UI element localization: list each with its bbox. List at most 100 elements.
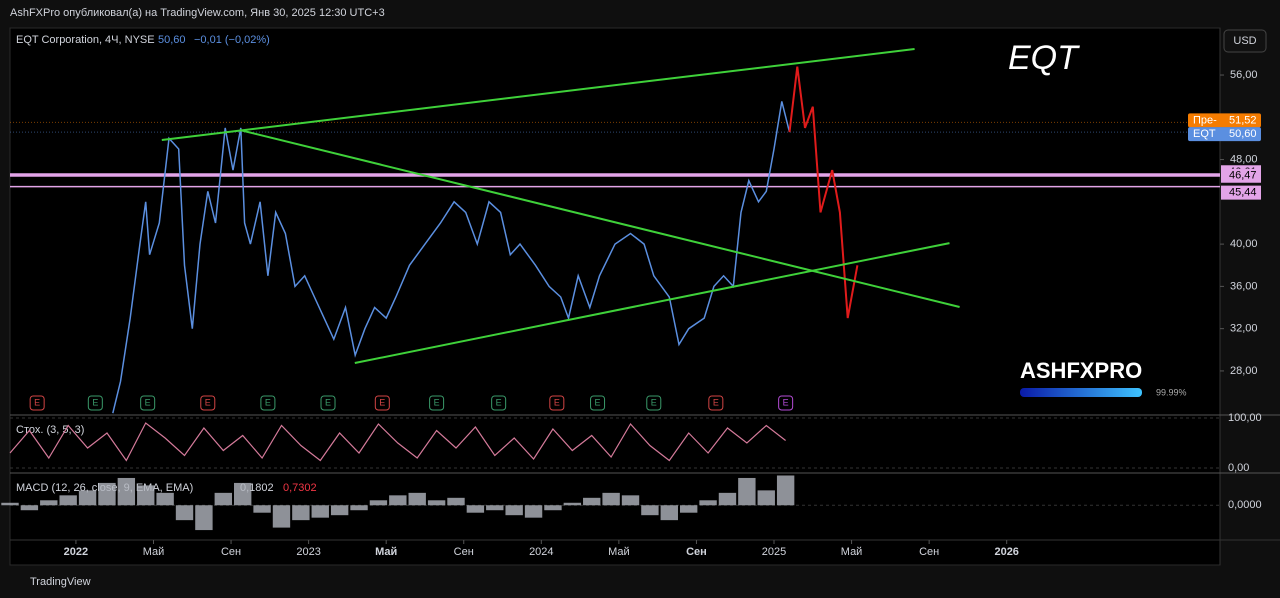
earnings-label: E [265, 397, 271, 407]
price-tag-label: 51,52 [1229, 114, 1257, 126]
last: 50,60 [158, 34, 186, 46]
earnings-label: E [783, 397, 789, 407]
series-line [239, 129, 960, 308]
macd-bar [408, 492, 426, 506]
macd-bar [369, 500, 388, 506]
x-tick-label: 2023 [296, 546, 320, 558]
footer: TradingView [30, 576, 91, 588]
y-tick-label: 36,00 [1230, 280, 1258, 292]
macd-bar [59, 495, 77, 506]
macd-bar [660, 505, 678, 521]
macd-bar [505, 505, 523, 516]
macd-bar [78, 490, 97, 506]
level-tag [1221, 168, 1261, 183]
earnings-marker [646, 395, 662, 411]
level-label: 46,47 [1229, 170, 1257, 182]
series-line [112, 101, 791, 414]
earnings-label: E [34, 397, 40, 407]
earnings-label: E [595, 397, 601, 407]
x-tick-label: Сен [221, 546, 241, 558]
price-tag-label: 50,60 [1229, 128, 1257, 140]
earnings-marker [429, 395, 445, 411]
symbol: EQT Corporation, 4Ч, NYSE [16, 34, 155, 46]
earnings-marker [260, 395, 276, 411]
macd-bar [1, 502, 19, 506]
macd-bar [233, 482, 252, 506]
watermark-pct: 99.99% [1156, 387, 1187, 397]
macd-bar [350, 505, 368, 511]
macd-bar [524, 505, 543, 518]
y-tick-label: 100,00 [1228, 412, 1262, 424]
earnings-marker [200, 395, 216, 411]
macd-bar [486, 505, 504, 511]
price-tag [1188, 127, 1261, 142]
price-tag-name: Пре- [1193, 114, 1217, 126]
x-tick-label: Май [608, 546, 630, 558]
macd-bar [776, 475, 795, 506]
change: −0,01 (−0,02%) [194, 34, 270, 46]
macd-bar [195, 505, 213, 531]
macd-bar [175, 505, 194, 521]
y-tick-label: 56,00 [1230, 69, 1258, 81]
earnings-label: E [205, 397, 211, 407]
currency-box[interactable] [1223, 29, 1267, 53]
earnings-label: E [325, 397, 331, 407]
earnings-label: E [434, 397, 440, 407]
earnings-label: E [651, 397, 657, 407]
macd-bar [137, 485, 155, 506]
earnings-label: E [379, 397, 385, 407]
macd-bar [738, 477, 756, 506]
series-line [354, 242, 950, 364]
x-tick-label: Май [841, 546, 863, 558]
earnings-marker [590, 395, 606, 411]
x-tick-label: 2022 [64, 546, 88, 558]
macd-bar [679, 505, 698, 513]
currency[interactable]: USD [1233, 35, 1256, 47]
earnings-marker [708, 395, 724, 411]
macd-bar [602, 492, 620, 506]
watermark: ASHFXPRO [1020, 358, 1142, 383]
chart-title: EQT [1008, 39, 1080, 77]
macd-bar [292, 505, 310, 521]
y-tick-label: 0,00 [1228, 462, 1249, 474]
chart-bg [9, 27, 1221, 566]
macd-bar [757, 490, 775, 506]
earnings-marker [549, 395, 565, 411]
macd-readout: 0,7302 [283, 482, 317, 494]
macd-bar [40, 500, 58, 506]
level-tag [1221, 185, 1261, 200]
earnings-marker [87, 395, 103, 411]
y-tick-label: 48,00 [1230, 153, 1258, 165]
earnings-marker [320, 395, 336, 411]
macd-bar [621, 495, 640, 506]
x-tick-label: 2025 [762, 546, 786, 558]
earnings-marker [140, 395, 156, 411]
macd-bar [563, 502, 582, 506]
earnings-label: E [554, 397, 560, 407]
macd-bar [330, 505, 349, 516]
x-tick-label: 2026 [994, 546, 1018, 558]
published: AshFXPro опубликовал(а) на TradingView.c… [10, 7, 385, 19]
y-tick-label: 32,00 [1230, 323, 1258, 335]
macd-bar [98, 482, 116, 506]
macd-bar [641, 505, 659, 516]
y-tick-label: 28,00 [1230, 365, 1258, 377]
watermark-bar [1020, 388, 1142, 397]
earnings-label: E [713, 397, 719, 407]
earnings-marker [29, 395, 45, 411]
price-tag-name: EQT [1193, 128, 1216, 140]
macd-bar [311, 505, 329, 518]
series-line [161, 48, 915, 141]
level-label: 45,44 [1229, 187, 1257, 199]
x-tick-label: Май [143, 546, 165, 558]
x-tick-label: 2024 [529, 546, 553, 558]
earnings-marker [374, 395, 390, 411]
macd-bar [214, 492, 232, 506]
y-tick-label: 40,00 [1230, 238, 1258, 250]
price-tag [1188, 113, 1261, 128]
macd-bar [427, 500, 446, 506]
stoch-line [9, 422, 786, 462]
macd-bar [20, 505, 39, 511]
x-tick-label: Сен [919, 546, 939, 558]
